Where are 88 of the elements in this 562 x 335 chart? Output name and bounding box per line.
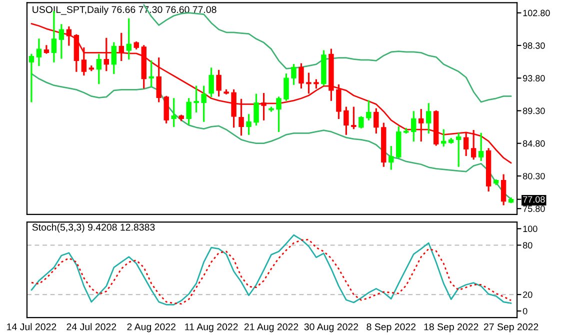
line-series: [30, 73, 512, 200]
candlestick: [366, 100, 372, 120]
y-tick-label: 93.80: [523, 75, 545, 82]
candlestick: [194, 86, 199, 112]
x-tick-label: 2 Aug 2022: [127, 323, 176, 332]
candlestick: [276, 96, 282, 132]
candlestick: [456, 132, 462, 167]
candlestick: [178, 114, 184, 122]
x-tick-label: 14 Jul 2022: [7, 323, 56, 330]
candlestick: [216, 70, 222, 96]
candlestick: [396, 126, 402, 158]
y-tick-label: 98.30: [523, 42, 545, 49]
candlestick: [298, 63, 304, 89]
x-tick-label: 11 Aug 2022: [185, 323, 238, 332]
candlestick: [328, 48, 334, 101]
candlestick: [246, 114, 252, 135]
candlestick: [141, 45, 146, 89]
x-tick-label: 18 Sep 2022: [424, 323, 478, 332]
y-tick-label: 75.80: [523, 206, 545, 212]
candlestick: [478, 132, 484, 162]
x-tick-label: 30 Aug 2022: [304, 323, 358, 332]
y-tick-label: 100: [523, 226, 538, 232]
candlestick: [351, 106, 356, 130]
chart-title: Stoch(5,3,3) 9.4208 12.8383: [32, 224, 155, 233]
candlestick: [111, 42, 116, 74]
candlestick: [66, 26, 72, 46]
y-tick-label: 84.80: [522, 140, 545, 147]
candlestick: [231, 89, 236, 128]
candlestick: [374, 108, 379, 134]
candlestick: [426, 103, 432, 134]
candlestick: [164, 96, 169, 124]
candlestick: [306, 72, 312, 94]
candlestick: [493, 179, 499, 185]
x-tick-label: 24 Jul 2022: [66, 323, 116, 330]
candlestick: [404, 128, 409, 134]
y-tick-label: 77.08: [523, 196, 545, 203]
candlestick: [411, 111, 416, 142]
candlestick: [268, 106, 274, 112]
candlestick: [448, 138, 454, 144]
candlestick: [358, 116, 364, 128]
candlestick: [254, 94, 259, 126]
candlestick: [418, 108, 424, 142]
candlestick: [28, 54, 34, 102]
candlestick: [201, 86, 206, 122]
x-tick-label: 8 Sep 2022: [366, 323, 416, 332]
candlestick: [36, 38, 42, 66]
candlestick: [500, 174, 506, 206]
candlestick: [336, 84, 342, 119]
candlestick: [381, 122, 386, 167]
candlestick: [261, 93, 266, 120]
candlestick: [118, 32, 124, 61]
x-tick-label: 27 Sep 2022: [484, 323, 538, 332]
candlestick: [463, 132, 469, 156]
candlestick: [508, 197, 514, 204]
candlestick: [388, 146, 394, 170]
candlestick: [74, 34, 80, 72]
candlestick: [104, 38, 110, 72]
candlestick: [486, 148, 492, 192]
y-tick-label: 89.30: [522, 108, 545, 114]
candlestick: [88, 65, 94, 72]
line-series: [30, 23, 512, 164]
candlestick: [470, 130, 476, 160]
y-tick-label: 20: [523, 292, 532, 298]
candlestick: [284, 73, 289, 101]
candlestick: [186, 98, 192, 125]
candlestick: [156, 58, 162, 102]
candlestick: [224, 89, 229, 94]
candlestick: [126, 18, 132, 60]
candlestick: [344, 106, 349, 135]
y-tick-label: 102.80: [523, 10, 550, 16]
candlestick: [441, 129, 446, 147]
candlestick: [321, 50, 326, 86]
candlestick: [58, 24, 64, 59]
y-tick-label: 0: [522, 308, 528, 314]
candlestick: [291, 64, 296, 85]
y-tick-label: 80.30: [522, 172, 545, 180]
x-tick-label: 21 Aug 2022: [244, 323, 298, 332]
candlestick: [96, 54, 102, 84]
candlestick: [44, 45, 50, 54]
candlestick: [81, 47, 87, 76]
candlestick: [134, 42, 139, 50]
candlestick: [434, 110, 439, 146]
candlestick: [314, 79, 319, 89]
candlestick: [238, 98, 244, 136]
candlestick: [148, 60, 154, 88]
candlestick: [208, 68, 214, 98]
candlestick: [171, 98, 176, 127]
y-tick-label: 80: [522, 242, 532, 249]
